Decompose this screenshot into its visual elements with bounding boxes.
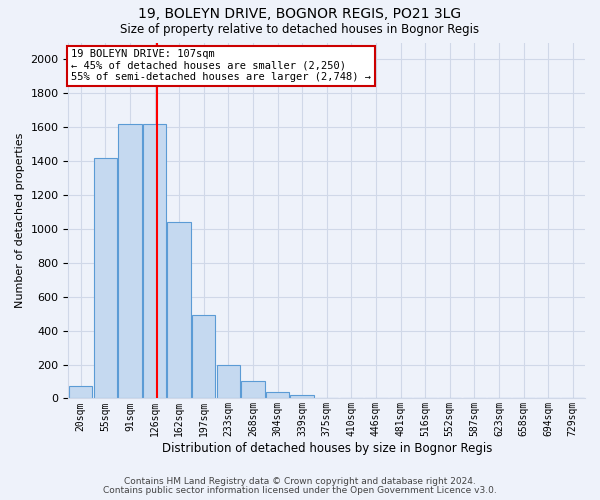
Text: Contains HM Land Registry data © Crown copyright and database right 2024.: Contains HM Land Registry data © Crown c… [124,477,476,486]
X-axis label: Distribution of detached houses by size in Bognor Regis: Distribution of detached houses by size … [161,442,492,455]
Bar [192,316,215,398]
Bar [217,364,240,398]
Bar [94,158,117,398]
Y-axis label: Number of detached properties: Number of detached properties [15,133,25,308]
Text: Contains public sector information licensed under the Open Government Licence v3: Contains public sector information licen… [103,486,497,495]
Bar [290,395,314,398]
Bar [69,386,92,398]
Bar [118,124,142,398]
Text: 19 BOLEYN DRIVE: 107sqm
← 45% of detached houses are smaller (2,250)
55% of semi: 19 BOLEYN DRIVE: 107sqm ← 45% of detache… [71,50,371,82]
Bar [167,222,191,398]
Text: Size of property relative to detached houses in Bognor Regis: Size of property relative to detached ho… [121,22,479,36]
Bar [143,124,166,398]
Bar [241,380,265,398]
Text: 19, BOLEYN DRIVE, BOGNOR REGIS, PO21 3LG: 19, BOLEYN DRIVE, BOGNOR REGIS, PO21 3LG [139,8,461,22]
Bar [266,392,289,398]
